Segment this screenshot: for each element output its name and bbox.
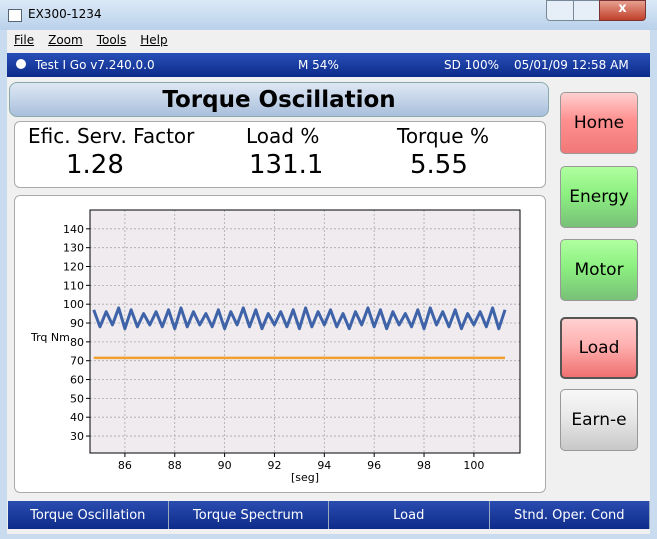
nav-button[interactable]: Load	[560, 317, 638, 379]
y-tick-label: 70	[70, 355, 84, 368]
status-led	[16, 59, 26, 69]
window-title: EX300-1234	[28, 7, 102, 21]
y-tick-label: 140	[63, 223, 84, 236]
series-line	[92, 306, 507, 331]
y-tick-label: 110	[63, 279, 84, 292]
plot-border	[89, 209, 521, 454]
chart: 30 40 50 60 70 80 90 100 110 120 130 140 86 88 90 92 94 9…	[30, 209, 521, 484]
bottom-tab[interactable]: Stnd. Oper. Cond	[489, 501, 650, 529]
status-storage: SD 100%	[444, 58, 499, 72]
bottom-tab[interactable]: Torque Spectrum	[168, 501, 329, 529]
x-tick-label: 86	[118, 459, 132, 472]
y-tick-label: 130	[63, 242, 84, 255]
x-tick-label: 90	[218, 459, 232, 472]
status-memory: M 54%	[298, 58, 339, 72]
menu-item[interactable]: File	[14, 33, 35, 47]
x-tick-label: 94	[317, 459, 331, 472]
page-header: Torque Oscillation	[9, 82, 549, 117]
nav-button[interactable]: Home	[560, 92, 638, 154]
x-tick-label: 88	[168, 459, 182, 472]
menu-bar: File Zoom Tools Help	[14, 33, 168, 47]
close-button[interactable]: x	[599, 0, 646, 21]
y-axis-label: Trq Nm	[30, 331, 70, 344]
nav-button[interactable]: Motor	[560, 239, 638, 301]
y-tick-label: 120	[63, 261, 84, 274]
metric-value: 1.28	[66, 150, 124, 180]
y-tick-label: 100	[63, 298, 84, 311]
x-tick-label: 96	[367, 459, 381, 472]
status-app: Test I Go v7.240.0.0	[35, 58, 155, 72]
maximize-button[interactable]	[573, 0, 600, 21]
nav-button[interactable]: Earn-e	[560, 389, 638, 451]
minimize-button[interactable]	[546, 0, 574, 21]
metric-value: 131.1	[249, 150, 324, 180]
y-tick-label: 80	[70, 336, 84, 349]
bottom-tab[interactable]: Load	[329, 501, 490, 529]
y-tick-label: 40	[70, 411, 84, 424]
app-icon	[8, 9, 22, 22]
menu-item[interactable]: Zoom	[48, 33, 83, 47]
y-tick-label: 30	[70, 430, 84, 443]
bottom-tab[interactable]: Torque Oscillation	[8, 501, 169, 529]
x-axis-label: [seg]	[291, 471, 319, 484]
metric-label: Load %	[246, 124, 320, 148]
metric-label: Torque %	[397, 124, 489, 148]
status-bar: Test I Go v7.240.0.0 M 54% SD 100% 05/01…	[7, 53, 650, 77]
x-tick-label: 100	[463, 459, 484, 472]
status-datetime: 05/01/09 12:58 AM	[514, 58, 629, 72]
menu-item[interactable]: Help	[140, 33, 168, 47]
y-tick-label: 50	[70, 392, 84, 405]
x-tick-label: 92	[267, 459, 281, 472]
menu-item[interactable]: Tools	[96, 33, 127, 47]
y-tick-label: 60	[70, 374, 84, 387]
metric-value: 5.55	[410, 150, 468, 180]
y-tick-label: 90	[70, 317, 84, 330]
metric-label: Efic. Serv. Factor	[28, 124, 195, 148]
x-tick-label: 98	[417, 459, 431, 472]
nav-button[interactable]: Energy	[560, 166, 638, 228]
plot-area	[90, 210, 520, 453]
metrics-panel	[14, 121, 546, 188]
